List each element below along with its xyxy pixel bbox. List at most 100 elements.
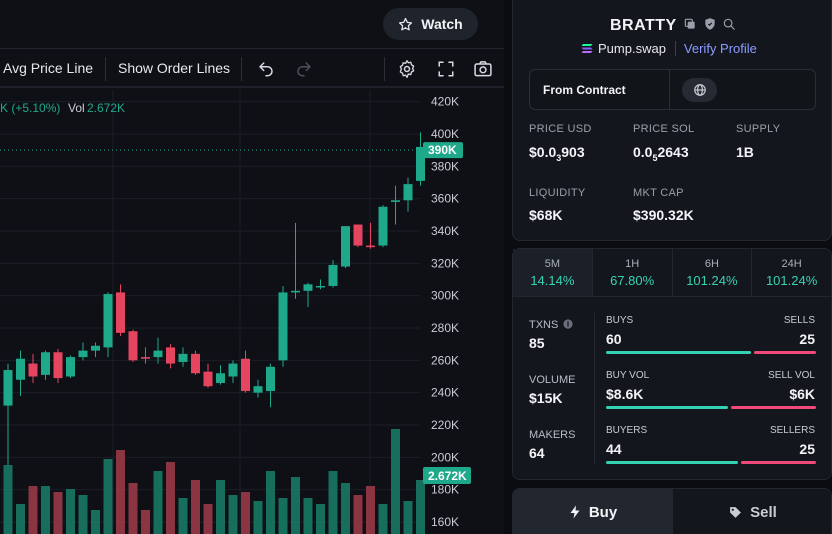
candle-body: [153, 350, 163, 358]
avg-price-line-toggle[interactable]: Avg Price Line: [3, 60, 94, 76]
sellers-bar: [741, 461, 816, 464]
sellers-label: SELLERS: [769, 425, 815, 436]
candle-body: [378, 206, 388, 246]
candle-body: [3, 370, 13, 406]
volume-bar: [166, 462, 175, 534]
candle-body: [91, 345, 100, 351]
toolbar-divider: [105, 57, 106, 81]
watch-button[interactable]: Watch: [383, 8, 478, 40]
price-sol-label: PRICE SOL: [633, 123, 695, 135]
candle-body: [316, 285, 325, 288]
price-tick-label: 340K: [431, 224, 459, 238]
globe-icon: [693, 84, 706, 96]
website-button[interactable]: [682, 78, 717, 102]
tab-1h[interactable]: 1H 67.80%: [593, 249, 673, 296]
buy-vol-label: BUY VOL: [606, 370, 650, 381]
chart-panel: Watch Avg Price Line Show Order Lines 42…: [0, 0, 504, 534]
candle-body: [103, 294, 113, 348]
candle-body: [403, 184, 413, 201]
fullscreen-icon[interactable]: [434, 57, 458, 81]
candle-body: [328, 264, 338, 286]
copy-icon[interactable]: [683, 17, 697, 31]
volume-bar: [141, 510, 150, 534]
volume-bar: [203, 504, 213, 534]
candle-body: [266, 366, 275, 392]
volume-bar: [178, 498, 188, 534]
volume-bar: [216, 480, 225, 534]
activity-card: 5M 14.14% 1H 67.80% 6H 101.24% 24H 101.24% T…: [512, 248, 832, 480]
candle-body: [41, 352, 50, 375]
candle-body: [416, 146, 425, 181]
legend-change: K (+5.10%): [0, 101, 60, 115]
txns-value: 85: [529, 335, 545, 351]
contract-box: From Contract: [529, 69, 816, 110]
buy-label: Buy: [588, 503, 618, 521]
sellers-value: 25: [799, 441, 815, 457]
candle-body: [66, 357, 75, 377]
buy-vol-bar: [606, 406, 728, 409]
verify-profile-link[interactable]: Verify Profile: [674, 41, 757, 56]
volume-bar: [416, 480, 425, 534]
volume-bar: [366, 486, 375, 534]
gear-icon[interactable]: [395, 57, 419, 81]
star-icon: [399, 17, 413, 30]
sells-bar: [754, 351, 816, 354]
toolbar-divider: [384, 57, 385, 81]
search-icon[interactable]: [722, 17, 736, 31]
volume-bar: [28, 486, 38, 534]
volume-bar: [191, 480, 200, 534]
tab-6h[interactable]: 6H 101.24%: [673, 249, 753, 296]
volume-bar: [378, 504, 388, 534]
buy-tab[interactable]: Buy: [513, 489, 673, 534]
mktcap-value: $390.32K: [633, 207, 694, 223]
chart-top-bar: Watch: [0, 0, 504, 48]
price-tick-label: 220K: [431, 418, 459, 432]
candle-body: [391, 200, 400, 202]
info-icon[interactable]: [563, 319, 573, 329]
shield-icon[interactable]: [703, 17, 717, 31]
sell-vol-value: $6K: [789, 386, 815, 402]
price-tick-label: 380K: [431, 159, 459, 173]
price-chart[interactable]: 420K 400K 380K 360K 340K 320K 300K 280K 260K 240K…: [0, 90, 504, 534]
from-contract-label[interactable]: From Contract: [543, 83, 626, 97]
price-tick-label: 400K: [431, 127, 459, 141]
legend-vol-label: Vol: [68, 101, 85, 115]
volume-bar: [403, 501, 413, 534]
price-tick-label: 360K: [431, 192, 459, 206]
sells-value: 25: [799, 331, 815, 347]
sell-tab[interactable]: Sell: [673, 489, 831, 534]
price-tick-label: 160K: [431, 515, 459, 529]
buyers-value: 44: [606, 441, 622, 457]
volume-bar: [266, 471, 275, 534]
makers-value: 64: [529, 445, 545, 461]
liquidity-label: LIQUIDITY: [529, 187, 586, 199]
candle-body: [16, 358, 25, 380]
buyers-bar: [606, 461, 738, 464]
volume-bar: [3, 465, 13, 534]
camera-icon[interactable]: [471, 57, 495, 81]
last-price-badge: [423, 142, 463, 159]
volume-bar: [128, 483, 138, 534]
liquidity-value: $68K: [529, 207, 563, 223]
volume-bar: [78, 495, 88, 534]
show-order-lines-toggle[interactable]: Show Order Lines: [118, 60, 231, 76]
tab-24h[interactable]: 24H 101.24%: [765, 258, 818, 288]
volume-value: $15K: [529, 390, 563, 406]
tab-5m[interactable]: 5M 14.14%: [513, 249, 593, 296]
candle-body: [116, 292, 125, 333]
candle-body: [228, 363, 238, 377]
watch-label: Watch: [421, 16, 463, 32]
price-sol-value: 0.052643: [633, 144, 689, 163]
volume-label: VOLUME: [529, 374, 576, 386]
volume-bar: [16, 504, 25, 534]
volume-bar: [291, 477, 300, 534]
redo-icon[interactable]: [292, 57, 316, 81]
txns-label: TXNS: [529, 319, 559, 331]
undo-icon[interactable]: [254, 57, 278, 81]
price-tick-label: 320K: [431, 256, 459, 270]
volume-badge: [423, 467, 471, 484]
dex-name: Pump.swap: [598, 41, 666, 56]
makers-label: MAKERS: [529, 429, 576, 441]
volume-bar: [116, 450, 125, 534]
solana-icon: [581, 44, 593, 53]
